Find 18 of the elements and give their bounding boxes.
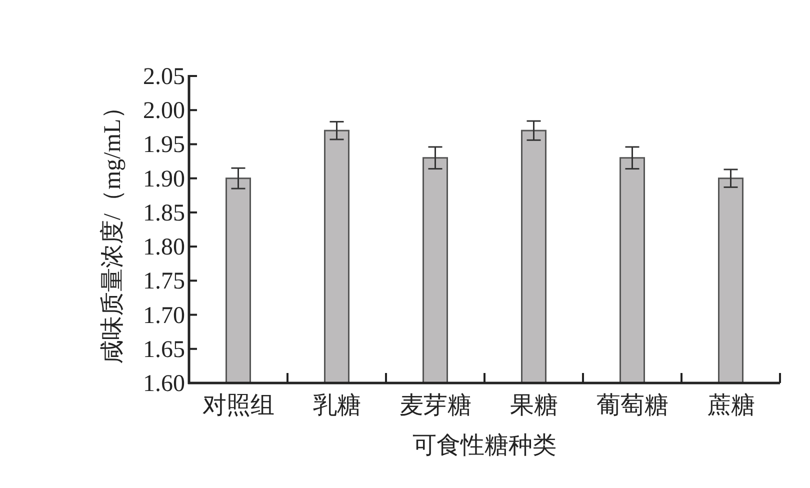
- ytick: 2.00: [143, 98, 185, 124]
- ytick: 1.95: [143, 132, 185, 158]
- xtick: 对照组: [202, 393, 274, 419]
- xtick: 果糖: [510, 393, 558, 419]
- ytick: 1.75: [143, 268, 185, 295]
- xtick: 乳糖: [312, 393, 361, 419]
- ylabel: 咸味质量浓度/（mg/mL）: [100, 94, 126, 364]
- xlabel: 可食性糖种类: [412, 433, 556, 459]
- xtick: 蔗糖: [706, 393, 755, 419]
- ytick: 2.05: [143, 64, 185, 90]
- ytick: 1.60: [143, 371, 185, 397]
- xtick: 葡萄糖: [596, 393, 668, 419]
- xtick: 麦芽糖: [399, 393, 472, 419]
- ytick: 1.80: [143, 234, 185, 261]
- ytick: 1.65: [143, 336, 185, 363]
- ytick: 1.70: [143, 302, 185, 329]
- ytick: 1.85: [143, 200, 185, 226]
- ytick: 1.90: [143, 166, 185, 192]
